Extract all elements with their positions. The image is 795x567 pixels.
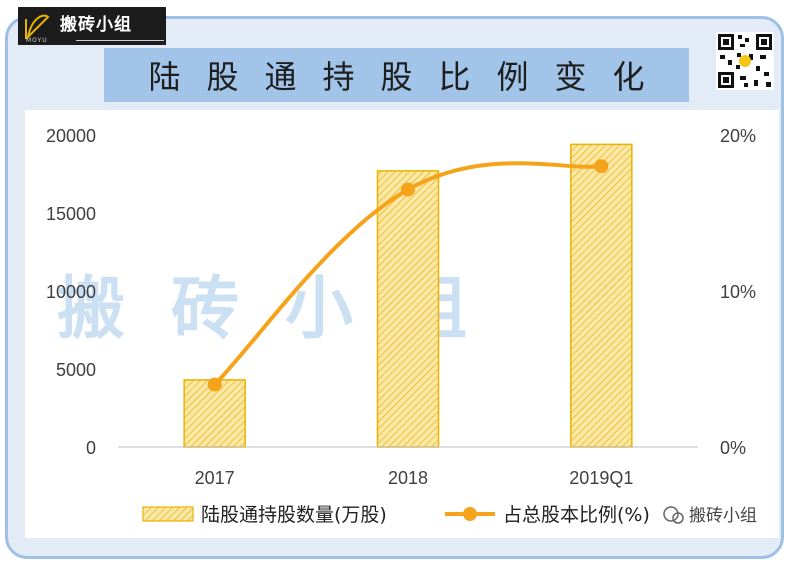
legend-bar-swatch bbox=[142, 506, 194, 522]
y-right-tick-label: 0% bbox=[720, 438, 746, 458]
y-left-tick-label: 20000 bbox=[46, 126, 96, 146]
legend-line-marker bbox=[463, 507, 477, 521]
wechat-icon bbox=[663, 506, 679, 522]
watermark-text: 搬砖小组 bbox=[57, 270, 513, 349]
y-left-tick-label: 5000 bbox=[56, 360, 96, 380]
logo-text: 搬砖小组 bbox=[60, 15, 132, 35]
qr-code-icon bbox=[716, 32, 774, 90]
x-tick-label: 2017 bbox=[195, 468, 235, 488]
chart-panel: 搬砖小组 0 5000 10000 15000 20000 0% 10% 20% 2017 201… bbox=[25, 110, 779, 538]
line-point bbox=[207, 377, 222, 392]
logo-mark-icon bbox=[25, 14, 50, 41]
bar bbox=[376, 170, 440, 448]
y-right-tick-label: 20% bbox=[720, 126, 756, 146]
logo-divider bbox=[76, 40, 164, 41]
y-left-tick-label: 0 bbox=[86, 438, 96, 458]
corner-watermark: 搬砖小组 bbox=[663, 506, 757, 526]
line-point bbox=[401, 182, 415, 197]
logo: 搬砖小组 MOYU bbox=[18, 7, 166, 45]
logo-subtext: MOYU bbox=[26, 37, 48, 44]
title-bar: 陆股通持股比例变化 bbox=[104, 48, 689, 102]
y-right-tick-label: 10% bbox=[720, 282, 756, 302]
legend-label-line: 占总股本比例(%) bbox=[503, 504, 650, 526]
bar bbox=[570, 143, 633, 448]
line-point bbox=[594, 159, 609, 174]
x-tick-label: 2019Q1 bbox=[569, 468, 633, 488]
wechat-icon-bubble bbox=[672, 512, 684, 524]
corner-watermark-text: 搬砖小组 bbox=[689, 506, 757, 526]
y-left-tick-label: 10000 bbox=[46, 282, 96, 302]
y-left-tick-label: 15000 bbox=[46, 204, 96, 224]
legend-label-bar: 陆股通持股数量(万股) bbox=[201, 504, 387, 526]
x-tick-label: 2018 bbox=[388, 468, 428, 488]
page-title: 陆股通持股比例变化 bbox=[148, 58, 671, 96]
combo-chart: 搬砖小组 0 5000 10000 15000 20000 0% 10% 20% 2017 201… bbox=[46, 126, 757, 526]
